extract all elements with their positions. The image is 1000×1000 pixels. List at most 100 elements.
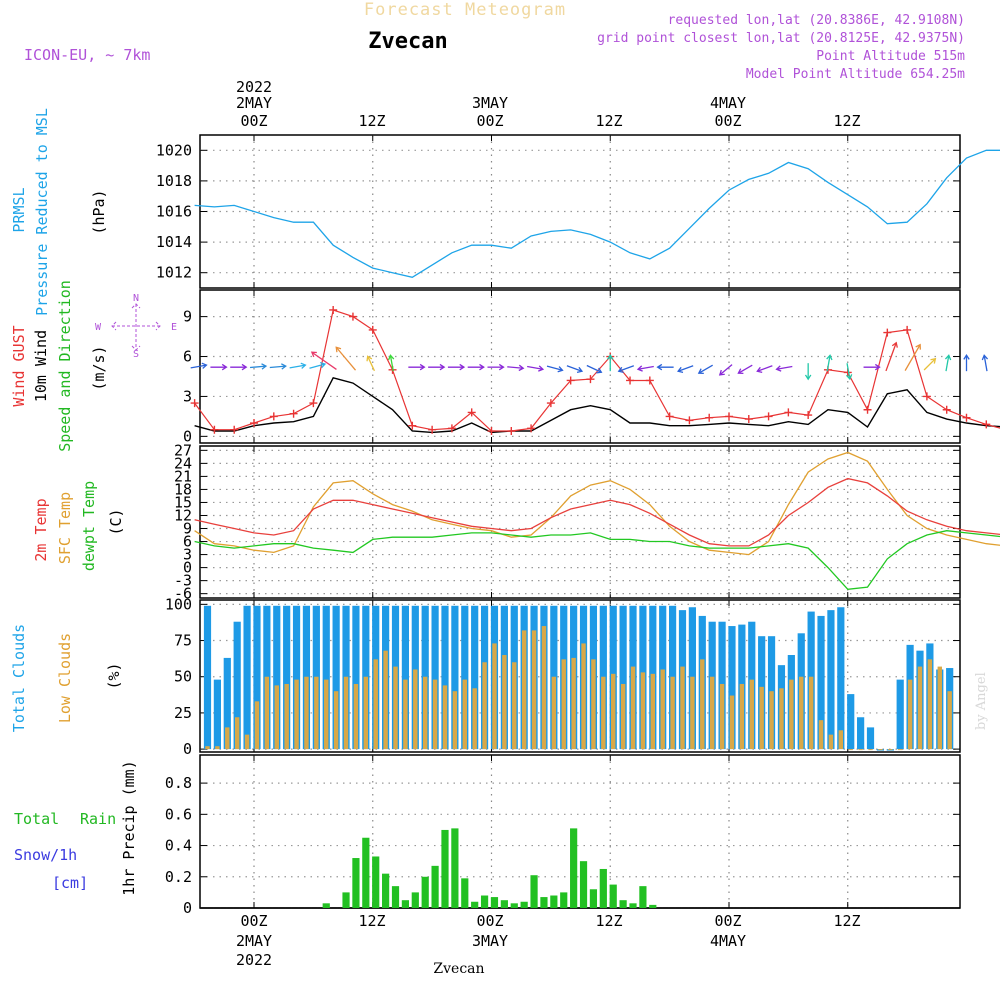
arrow-shaft: [945, 355, 950, 372]
gust-point: [962, 413, 971, 422]
arrow-head: [576, 366, 584, 373]
low-clouds-bar: [937, 666, 942, 750]
low-clouds-bar: [512, 662, 517, 750]
low-clouds-bar: [264, 676, 270, 750]
compass-south: S: [133, 349, 139, 360]
grid-point-coords: grid point closest lon,lat (20.8125E, 42…: [597, 31, 965, 46]
low-clouds-bar: [888, 749, 893, 751]
gust-point: [665, 412, 674, 421]
y-tick-label: 100: [165, 595, 192, 613]
tick-bottom-3: 12Z: [595, 912, 622, 930]
gust-point: [586, 375, 595, 384]
wind-direction-arrow: [289, 362, 307, 369]
rain-bar: [560, 892, 568, 908]
wind-direction-arrow: [487, 363, 505, 371]
rain-bar: [461, 878, 469, 908]
low-clouds-bar: [363, 676, 369, 750]
total-clouds-bar: [847, 694, 855, 750]
wind-direction-arrow: [636, 365, 654, 372]
low-clouds-bar: [769, 691, 774, 750]
low-clouds-bar: [858, 749, 863, 751]
arrow-shaft: [566, 365, 583, 372]
rain-bar: [421, 876, 429, 908]
tick-top-5: 12Z: [833, 112, 860, 130]
low-clouds-bar: [531, 630, 537, 750]
arrow-shaft: [738, 364, 753, 374]
low-clouds-bar: [581, 643, 586, 750]
y-tick-label: 1016: [156, 203, 192, 221]
wind-direction-arrow: [737, 364, 753, 375]
y-tick-label: 6: [183, 533, 192, 551]
y-tick-label: 24: [174, 454, 192, 472]
wind-direction-arrow: [190, 362, 208, 369]
low-clouds-bar: [897, 749, 903, 751]
arrow-shaft: [309, 363, 326, 369]
tick-top-0: 00Z: [240, 112, 267, 130]
low-clouds-bar: [482, 662, 487, 750]
arrow-head: [366, 355, 373, 362]
low-clouds-bar: [571, 657, 576, 750]
low-clouds-bar: [225, 727, 230, 750]
pressure-unit: (hPa): [90, 189, 108, 234]
y-tick-label: 1012: [156, 264, 192, 282]
wind-direction-arrow: [249, 363, 268, 370]
year-label-top: 2022: [236, 78, 272, 96]
wind-direction-arrow: [566, 365, 584, 373]
low-clouds-bar: [650, 673, 656, 750]
gust-point: [309, 399, 318, 408]
arrow-head: [310, 351, 317, 358]
low-clouds-bar: [551, 676, 557, 750]
arrow-head: [944, 354, 952, 361]
low-clouds-bar: [393, 666, 398, 750]
wind-direction-arrow: [845, 363, 853, 381]
bottom-location: Zvecan: [433, 961, 484, 977]
low-clouds-bar: [254, 701, 260, 750]
y-tick-label: 3: [183, 546, 192, 564]
y-tick-label: 0: [183, 559, 192, 577]
dewpt-line: [194, 530, 1000, 590]
low-clouds-bar: [205, 746, 210, 750]
low-clouds-bar: [432, 679, 438, 750]
low-clouds-bar: [927, 659, 933, 750]
arrow-head: [596, 367, 603, 374]
wind-direction-arrow: [676, 365, 694, 373]
arrow-shaft: [885, 342, 897, 372]
y-tick-label: 1014: [156, 233, 192, 251]
temp-unit: (C): [107, 508, 125, 535]
wind-unit: (m/s): [90, 345, 108, 390]
tick-bottom-5: 12Z: [833, 912, 860, 930]
rain-bar: [342, 892, 350, 908]
wind-direction-arrow: [428, 363, 446, 371]
wind-direction-arrow: [697, 364, 713, 375]
arrow-shaft: [190, 364, 207, 369]
low-clouds-bar: [719, 683, 725, 750]
snow-label: Snow/1h: [14, 846, 77, 864]
wind-direction-arrow: [507, 364, 525, 372]
wind-direction-arrow: [586, 364, 603, 374]
arrow-shaft: [335, 346, 357, 371]
wind-direction-arrow: [546, 365, 564, 373]
precip-unit: 1hr Precip (mm): [120, 760, 138, 895]
wind-direction-arrow: [210, 363, 228, 371]
wind-direction-arrow: [310, 351, 337, 370]
low-clouds-bar: [749, 679, 754, 750]
rain-bar: [589, 889, 598, 908]
wind-direction-arrow: [467, 363, 485, 371]
arrow-shaft: [677, 365, 694, 372]
y-tick-label: 3: [183, 387, 192, 405]
total-clouds-bar: [866, 727, 875, 750]
rain-bar: [609, 884, 617, 908]
gust-point: [863, 405, 872, 414]
rain-bar: [500, 900, 508, 908]
arrow-shaft: [249, 365, 267, 369]
low-clouds-bar: [442, 685, 448, 750]
arrow-head: [756, 366, 763, 373]
rain-bar: [431, 865, 439, 908]
low-clouds-bar: [611, 673, 616, 750]
wind-direction-arrow: [387, 354, 395, 372]
total-clouds-bar: [896, 679, 904, 750]
gust-point: [685, 416, 694, 425]
arrow-shaft: [546, 365, 563, 371]
low-clouds-bar: [403, 679, 408, 750]
